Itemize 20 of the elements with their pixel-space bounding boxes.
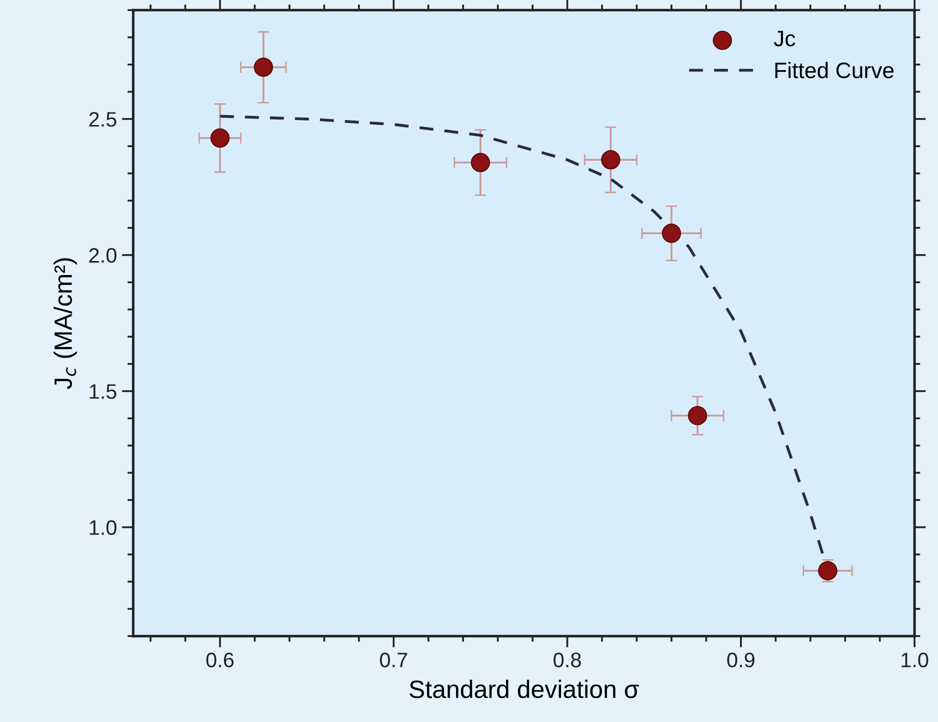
- legend-label: Fitted Curve: [775, 62, 894, 78]
- y-tick-label: 2.5: [89, 112, 116, 127]
- y-tick-label: 1.5: [90, 384, 116, 399]
- x-tick-label: 0.8: [554, 652, 581, 668]
- x-tick-label: 0.6: [206, 652, 234, 668]
- y-tick-label: 1.0: [90, 520, 116, 535]
- y-axis-title: J$_{c}$ (MA/cm²): [54, 258, 77, 390]
- point: [818, 561, 838, 580]
- point: [662, 224, 682, 243]
- point: [601, 150, 620, 170]
- point: [254, 58, 274, 77]
- legend-label: Jc: [774, 30, 796, 46]
- x-axis-title: Standard deviation σ: [410, 680, 639, 698]
- x-tick-label: 1.0: [902, 652, 928, 668]
- x-tick-label: 0.9: [727, 652, 754, 668]
- x-tick-label: 0.7: [380, 652, 408, 668]
- point: [210, 128, 230, 148]
- point: [688, 406, 708, 426]
- y-tick-label: 2.0: [89, 248, 116, 263]
- point: [470, 152, 490, 172]
